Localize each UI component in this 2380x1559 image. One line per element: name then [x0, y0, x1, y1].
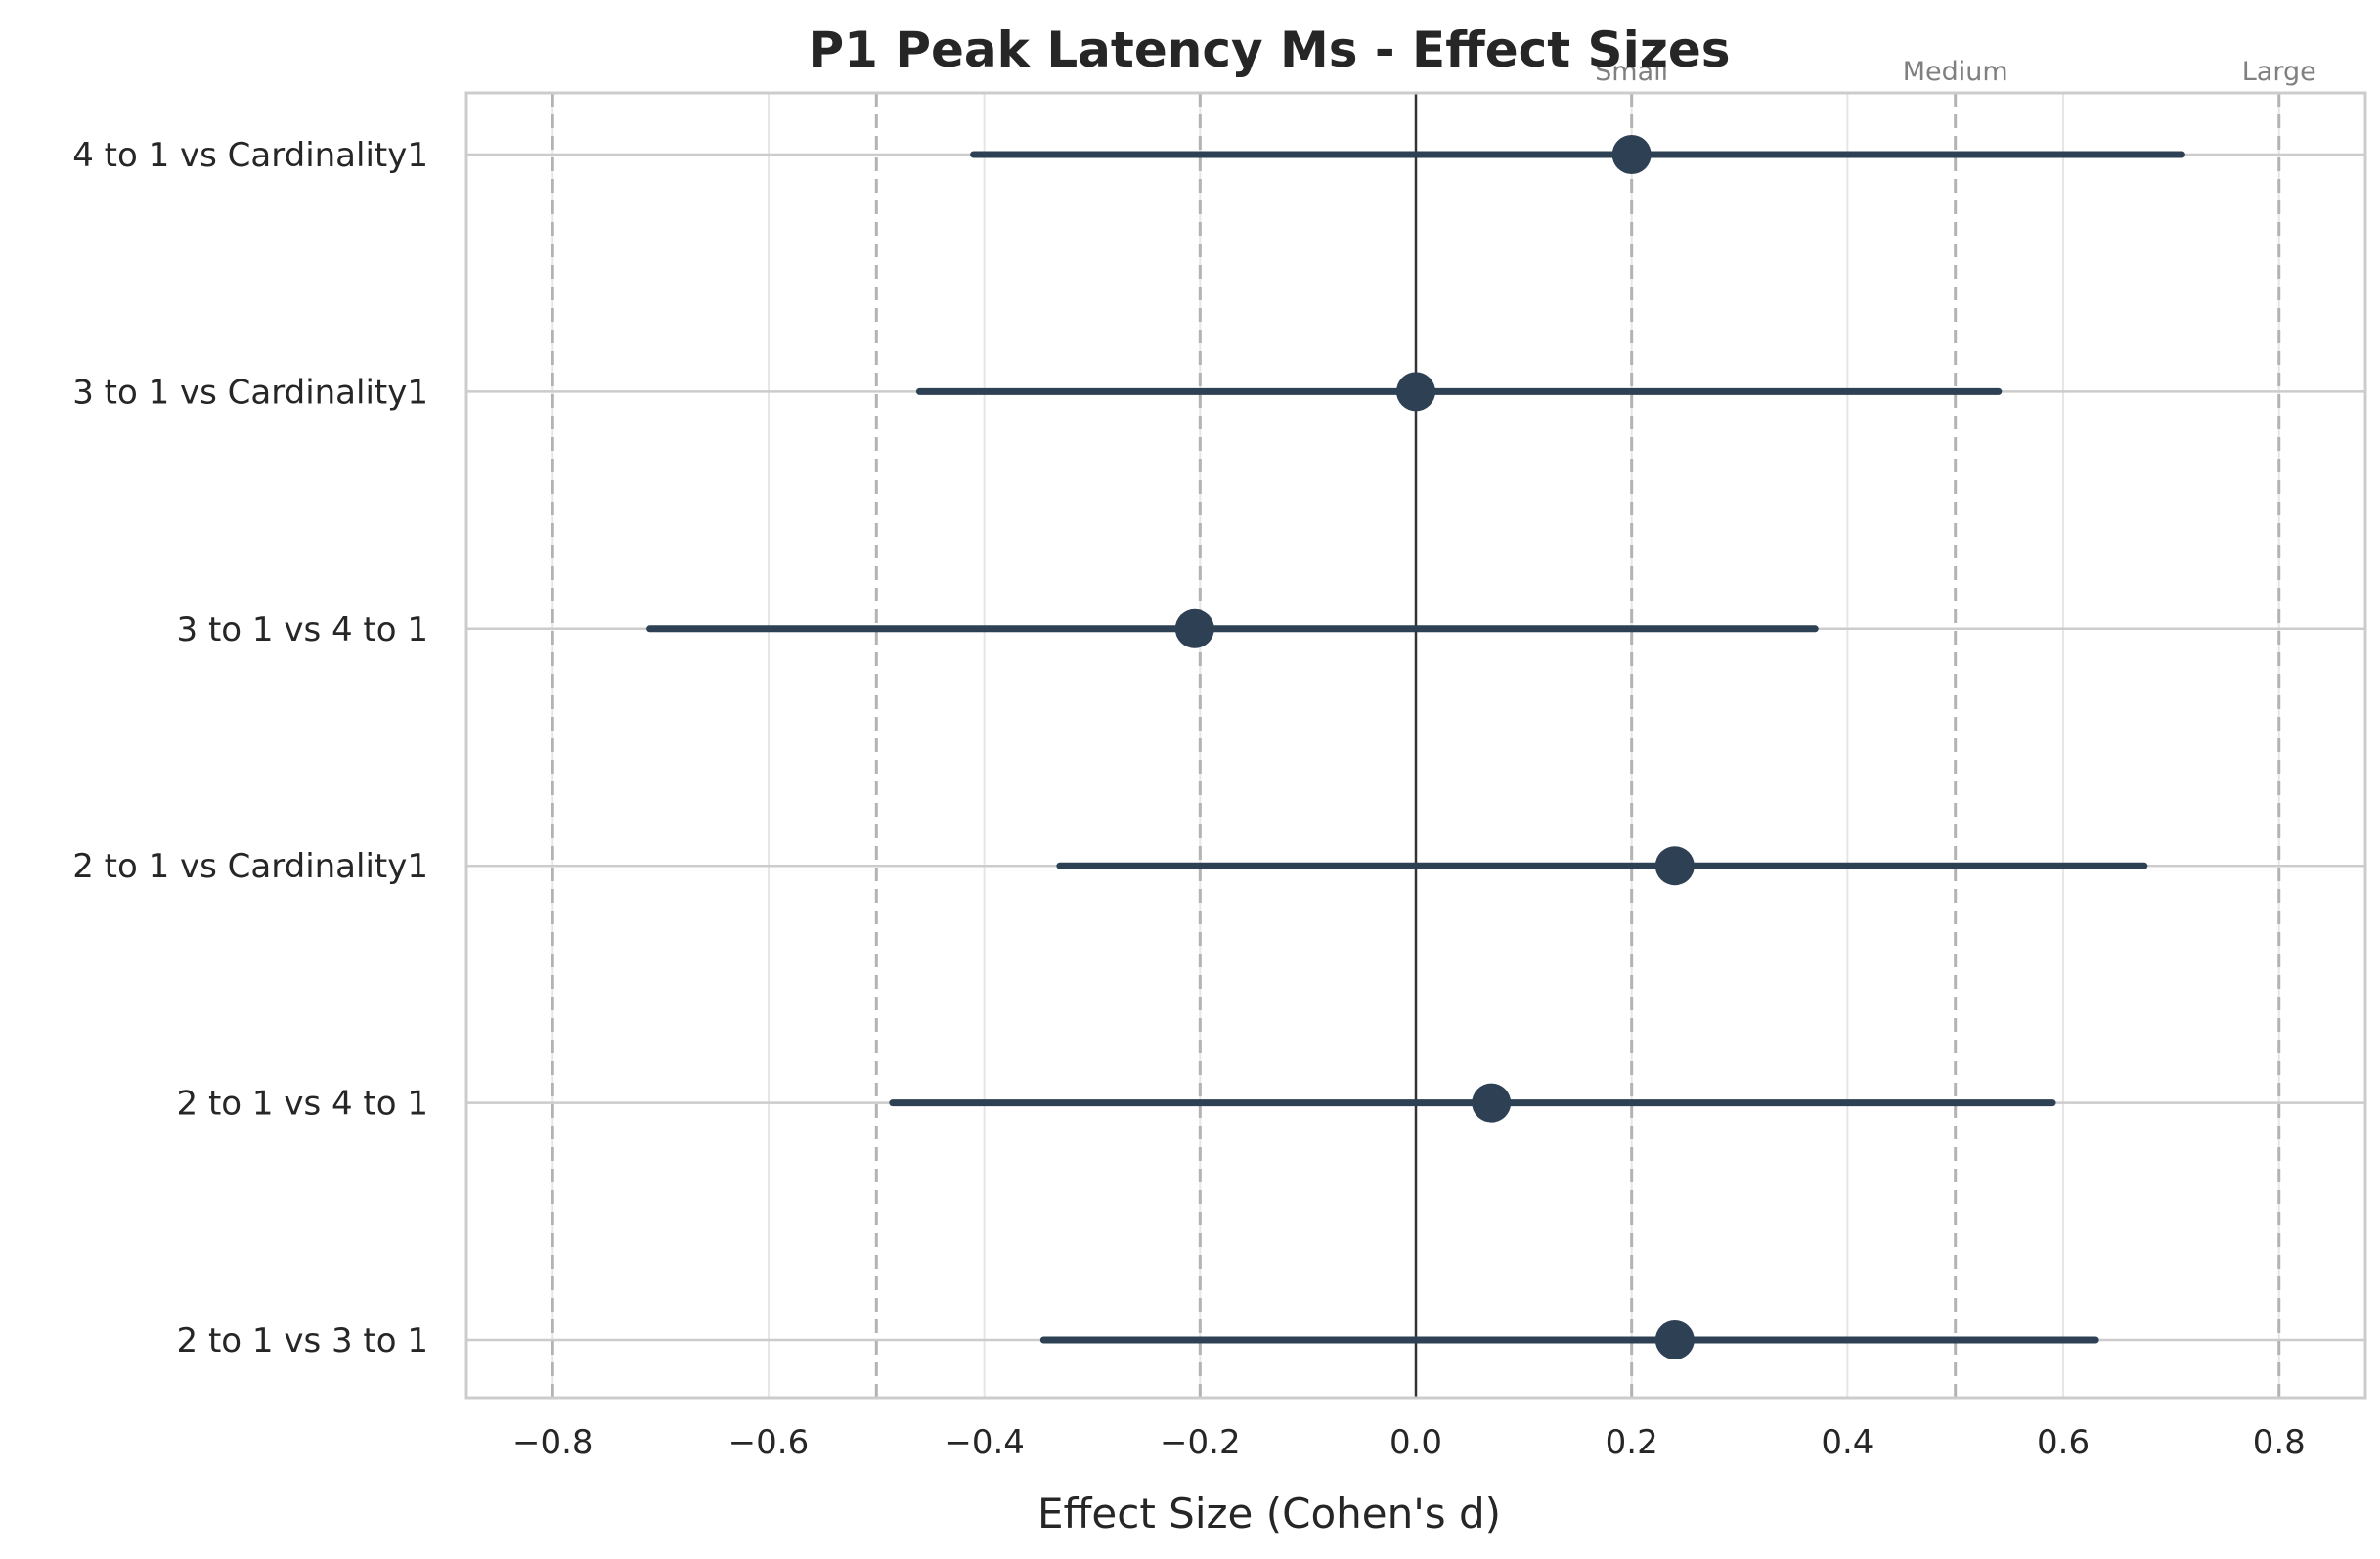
y-tick-label-3: 2 to 1 vs Cardinality1 [72, 847, 428, 886]
chart-title: P1 Peak Latency Ms - Effect Sizes [809, 22, 1731, 78]
plot-frame [464, 91, 2367, 1400]
reference-line-labels: Small Medium Large [1595, 57, 2316, 87]
x-tick-label-4: 0.0 [1389, 1423, 1442, 1462]
x-tick-label-2: −0.4 [944, 1423, 1025, 1462]
x-tick-label-1: −0.6 [728, 1423, 810, 1462]
reference-label-medium: Medium [1903, 57, 2008, 87]
y-tick-labels: 4 to 1 vs Cardinality1 3 to 1 vs Cardinal… [72, 136, 428, 1360]
effect-point-1 [1396, 372, 1435, 412]
effect-point-4 [1472, 1083, 1512, 1123]
y-tick-label-0: 4 to 1 vs Cardinality1 [72, 136, 428, 175]
reference-lines-layer [551, 93, 2281, 1398]
x-tick-label-7: 0.6 [2037, 1423, 2090, 1462]
effect-point-5 [1654, 1320, 1695, 1359]
x-tick-label-3: −0.2 [1160, 1423, 1241, 1462]
x-tick-label-8: 0.8 [2253, 1423, 2306, 1462]
data-marks-layer [646, 135, 2185, 1359]
effect-point-3 [1654, 846, 1695, 886]
effect-point-2 [1174, 608, 1214, 648]
x-tick-label-5: 0.2 [1606, 1423, 1658, 1462]
y-tick-label-1: 3 to 1 vs Cardinality1 [72, 373, 428, 412]
x-tick-labels: −0.8 −0.6 −0.4 −0.2 0.0 0.2 0.4 0.6 0.8 [512, 1423, 2306, 1462]
reference-label-large: Large [2242, 57, 2316, 87]
y-tick-label-4: 2 to 1 vs 4 to 1 [177, 1085, 428, 1124]
reference-label-small: Small [1595, 57, 1668, 87]
y-tick-label-5: 2 to 1 vs 3 to 1 [177, 1321, 428, 1360]
x-tick-label-6: 0.4 [1821, 1423, 1873, 1462]
x-axis-title: Effect Size (Cohen's d) [1037, 1490, 1501, 1537]
y-tick-label-2: 3 to 1 vs 4 to 1 [177, 610, 428, 649]
effect-point-0 [1611, 135, 1652, 174]
x-tick-label-0: −0.8 [512, 1423, 594, 1462]
